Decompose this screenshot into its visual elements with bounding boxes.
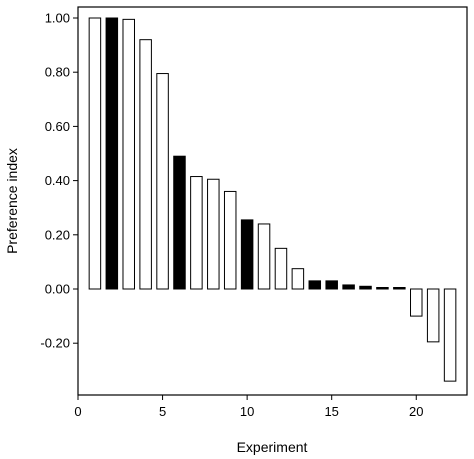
bar-3 bbox=[122, 18, 135, 290]
bar-20 bbox=[410, 288, 423, 317]
bar-7 bbox=[190, 176, 203, 290]
y-axis-title: Preference index bbox=[4, 148, 20, 254]
y-tick-label: 0.20 bbox=[45, 227, 70, 242]
y-tick-label: -0.20 bbox=[40, 336, 70, 351]
bar-15 bbox=[325, 280, 338, 290]
y-axis: 1.00 0.80 0.60 0.40 0.20 0.00 -0.20 bbox=[40, 11, 78, 351]
bar-17 bbox=[359, 285, 372, 290]
bar-16 bbox=[342, 284, 355, 290]
bar-12 bbox=[274, 247, 288, 290]
bar-19 bbox=[393, 287, 406, 290]
bar-6 bbox=[173, 155, 186, 290]
x-tick-label: 10 bbox=[240, 404, 254, 419]
bar-5 bbox=[156, 73, 169, 290]
bar-11 bbox=[257, 223, 271, 290]
bar-9 bbox=[223, 190, 237, 290]
x-tick-label: 15 bbox=[324, 404, 338, 419]
bar-4 bbox=[139, 39, 152, 290]
bar-18 bbox=[376, 287, 389, 290]
x-axis: 0 5 10 15 20 bbox=[74, 395, 423, 419]
x-tick-label: 0 bbox=[74, 404, 81, 419]
plot-frame bbox=[77, 6, 468, 396]
bar-8 bbox=[207, 178, 220, 290]
bar-2 bbox=[105, 17, 119, 290]
y-tick-label: 0.00 bbox=[45, 282, 70, 297]
bar-22 bbox=[443, 288, 457, 382]
bars-group bbox=[88, 17, 457, 382]
x-tick-label: 5 bbox=[159, 404, 166, 419]
x-axis-title: Experiment bbox=[237, 439, 308, 455]
bar-21 bbox=[426, 288, 440, 343]
y-tick-label: 0.80 bbox=[45, 65, 70, 80]
bar-14 bbox=[308, 280, 322, 290]
bar-10 bbox=[240, 219, 254, 290]
bar-1 bbox=[88, 17, 102, 290]
y-tick-label: 1.00 bbox=[45, 11, 70, 26]
x-tick-label: 20 bbox=[409, 404, 423, 419]
y-tick-label: 0.60 bbox=[45, 119, 70, 134]
bar-13 bbox=[291, 268, 305, 290]
y-tick-label: 0.40 bbox=[45, 173, 70, 188]
